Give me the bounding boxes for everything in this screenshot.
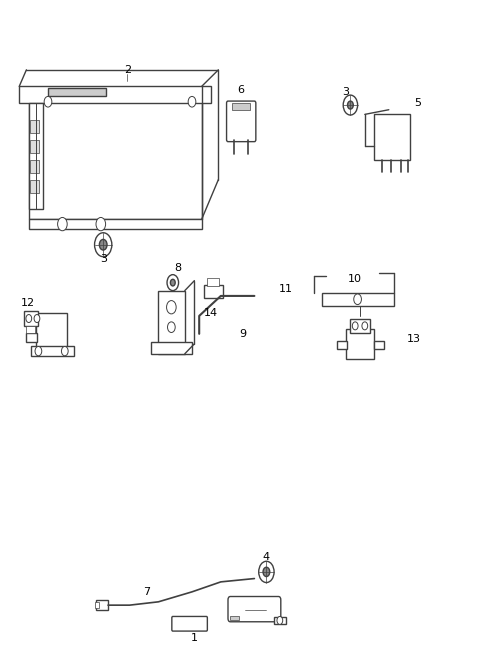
Bar — [374, 114, 410, 160]
Bar — [158, 291, 185, 354]
Circle shape — [99, 239, 107, 250]
Bar — [26, 332, 37, 342]
Text: 10: 10 — [348, 274, 362, 285]
Text: 7: 7 — [143, 587, 150, 597]
Text: 9: 9 — [239, 329, 246, 339]
Text: 14: 14 — [204, 307, 218, 318]
Bar — [31, 346, 74, 356]
Bar — [30, 160, 39, 173]
Bar — [30, 140, 39, 153]
Bar — [96, 600, 108, 610]
Circle shape — [348, 101, 353, 109]
Circle shape — [188, 96, 196, 107]
Bar — [29, 100, 202, 219]
Bar — [30, 180, 39, 193]
Circle shape — [167, 275, 179, 291]
Circle shape — [26, 315, 32, 323]
Text: 1: 1 — [191, 633, 198, 644]
Circle shape — [44, 96, 52, 107]
Text: 3: 3 — [100, 254, 107, 265]
Text: 6: 6 — [238, 84, 244, 95]
Bar — [204, 285, 223, 298]
Circle shape — [277, 616, 283, 624]
Bar — [29, 103, 43, 209]
FancyBboxPatch shape — [172, 616, 207, 631]
FancyBboxPatch shape — [228, 597, 281, 622]
Text: 5: 5 — [414, 98, 421, 108]
Bar — [30, 120, 39, 133]
Bar — [29, 219, 202, 229]
Circle shape — [263, 567, 270, 577]
Circle shape — [362, 322, 368, 330]
Text: 11: 11 — [278, 284, 293, 295]
Bar — [322, 293, 394, 306]
Bar — [48, 88, 106, 96]
Bar — [274, 617, 286, 624]
Bar — [151, 342, 192, 354]
Bar — [374, 341, 384, 349]
Circle shape — [167, 301, 176, 314]
Text: 2: 2 — [124, 65, 131, 75]
Circle shape — [96, 217, 106, 231]
Bar — [24, 311, 38, 326]
Bar — [26, 326, 35, 332]
Bar — [350, 319, 370, 332]
Text: 4: 4 — [263, 551, 270, 562]
Circle shape — [259, 561, 274, 583]
FancyBboxPatch shape — [227, 101, 256, 142]
Text: 8: 8 — [174, 263, 181, 273]
Circle shape — [35, 346, 42, 356]
Bar — [346, 329, 374, 359]
Circle shape — [354, 294, 361, 305]
Bar — [230, 616, 239, 620]
Bar — [95, 602, 99, 608]
Bar — [207, 278, 219, 286]
Circle shape — [170, 279, 175, 286]
Circle shape — [58, 217, 67, 231]
Text: 3: 3 — [342, 86, 349, 97]
Circle shape — [343, 95, 358, 115]
Circle shape — [95, 233, 112, 257]
Text: 12: 12 — [21, 297, 35, 308]
Circle shape — [34, 315, 40, 323]
Bar — [232, 103, 250, 110]
Circle shape — [168, 322, 175, 332]
Bar — [36, 313, 67, 349]
Circle shape — [61, 346, 68, 356]
Circle shape — [352, 322, 358, 330]
Bar — [337, 341, 347, 349]
Text: 13: 13 — [407, 334, 421, 344]
Bar — [19, 86, 211, 103]
